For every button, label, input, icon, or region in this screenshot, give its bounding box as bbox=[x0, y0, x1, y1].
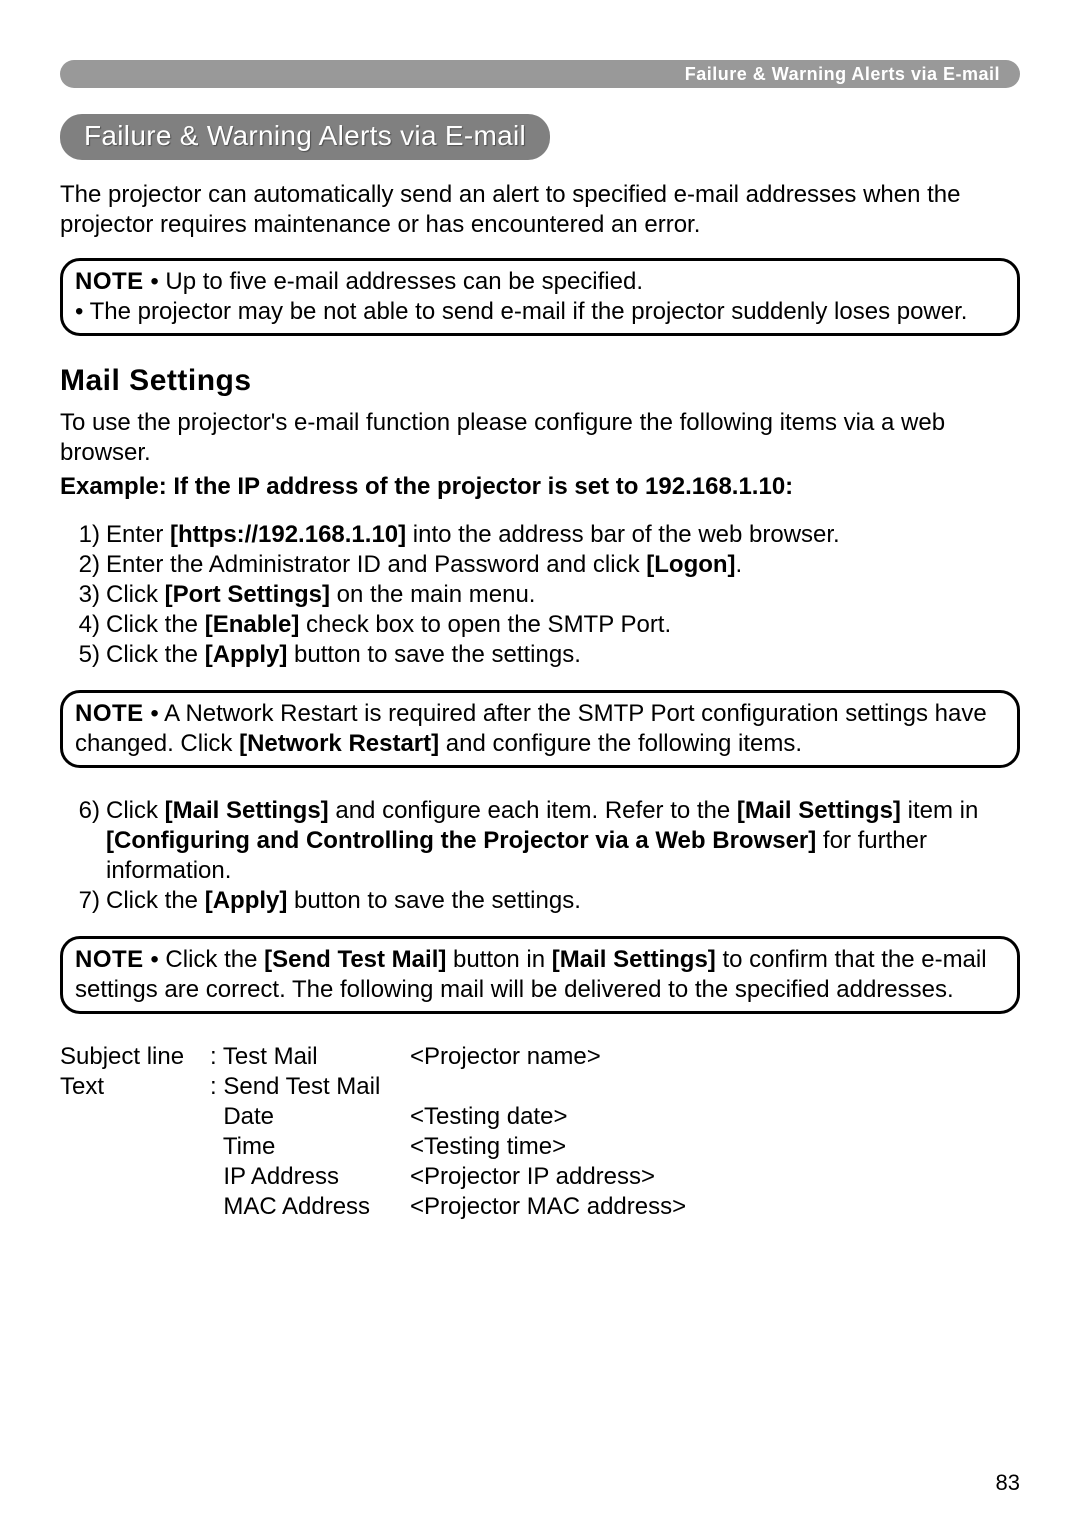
mail-intro: To use the projector's e-mail function p… bbox=[60, 408, 1020, 468]
note1-line1: • Up to five e-mail addresses can be spe… bbox=[144, 268, 643, 295]
note-label: NOTE bbox=[75, 268, 144, 295]
steps-block-1: 1)Enter [https://192.168.1.10] into the … bbox=[60, 520, 1020, 670]
step-text: Click the [Apply] button to save the set… bbox=[106, 640, 1020, 670]
page-content: Failure & Warning Alerts via E-mail The … bbox=[60, 100, 1020, 1222]
note-box-2: NOTE • A Network Restart is required aft… bbox=[60, 690, 1020, 768]
pill-heading: Failure & Warning Alerts via E-mail bbox=[60, 114, 550, 160]
mail-cell bbox=[410, 1072, 1020, 1102]
note3-a: • Click the bbox=[144, 946, 264, 973]
mail-cell: Subject line bbox=[60, 1042, 210, 1072]
step-text: Enter [https://192.168.1.10] into the ad… bbox=[106, 520, 1020, 550]
mail-cell bbox=[60, 1162, 210, 1192]
table-row: Text : Send Test Mail bbox=[60, 1072, 1020, 1102]
note1-line2: • The projector may be not able to send … bbox=[75, 298, 967, 325]
note3-d: [Mail Settings] bbox=[552, 946, 716, 973]
mail-cell: <Testing time> bbox=[410, 1132, 1020, 1162]
table-row: Time <Testing time> bbox=[60, 1132, 1020, 1162]
step-text: Click [Port Settings] on the main menu. bbox=[106, 580, 1020, 610]
mail-cell bbox=[60, 1192, 210, 1222]
note2-b: [Network Restart] bbox=[239, 730, 439, 757]
table-row: MAC Address <Projector MAC address> bbox=[60, 1192, 1020, 1222]
mail-cell bbox=[60, 1132, 210, 1162]
step-num: 5) bbox=[70, 640, 106, 670]
steps-block-2: 6)Click [Mail Settings] and configure ea… bbox=[60, 796, 1020, 916]
page-number: 83 bbox=[996, 1470, 1020, 1496]
intro-text: The projector can automatically send an … bbox=[60, 180, 1020, 240]
table-row: IP Address <Projector IP address> bbox=[60, 1162, 1020, 1192]
table-row: Date <Testing date> bbox=[60, 1102, 1020, 1132]
mail-cell: <Testing date> bbox=[410, 1102, 1020, 1132]
step-num: 2) bbox=[70, 550, 106, 580]
step-text: Enter the Administrator ID and Password … bbox=[106, 550, 1020, 580]
table-row: Subject line : Test Mail <Projector name… bbox=[60, 1042, 1020, 1072]
note3-b: [Send Test Mail] bbox=[264, 946, 446, 973]
mail-cell: : Test Mail bbox=[210, 1042, 410, 1072]
step-text: Click the [Apply] button to save the set… bbox=[106, 886, 1020, 916]
step-num: 7) bbox=[70, 886, 106, 916]
step-text: Click the [Enable] check box to open the… bbox=[106, 610, 1020, 640]
header-title: Failure & Warning Alerts via E-mail bbox=[685, 64, 1000, 85]
note-label: NOTE bbox=[75, 946, 144, 973]
example-line: Example: If the IP address of the projec… bbox=[60, 472, 1020, 502]
step-text: Click [Mail Settings] and configure each… bbox=[106, 796, 1020, 886]
mail-cell: <Projector IP address> bbox=[410, 1162, 1020, 1192]
step-num: 6) bbox=[70, 796, 106, 886]
mail-cell: MAC Address bbox=[210, 1192, 410, 1222]
note-label: NOTE bbox=[75, 700, 144, 727]
note-box-1: NOTE • Up to five e-mail addresses can b… bbox=[60, 258, 1020, 336]
mail-cell bbox=[60, 1102, 210, 1132]
note2-c: and configure the following items. bbox=[439, 730, 802, 757]
mail-cell: IP Address bbox=[210, 1162, 410, 1192]
note3-c: button in bbox=[446, 946, 551, 973]
mail-cell: Time bbox=[210, 1132, 410, 1162]
mail-table: Subject line : Test Mail <Projector name… bbox=[60, 1042, 1020, 1222]
mail-cell: <Projector name> bbox=[410, 1042, 1020, 1072]
step-num: 1) bbox=[70, 520, 106, 550]
note-box-3: NOTE • Click the [Send Test Mail] button… bbox=[60, 936, 1020, 1014]
mail-cell: : Send Test Mail bbox=[210, 1072, 410, 1102]
mail-cell: <Projector MAC address> bbox=[410, 1192, 1020, 1222]
mail-cell: Date bbox=[210, 1102, 410, 1132]
mail-cell: Text bbox=[60, 1072, 210, 1102]
header-bar: Failure & Warning Alerts via E-mail bbox=[60, 60, 1020, 88]
step-num: 3) bbox=[70, 580, 106, 610]
section-heading: Mail Settings bbox=[60, 364, 1020, 398]
step-num: 4) bbox=[70, 610, 106, 640]
